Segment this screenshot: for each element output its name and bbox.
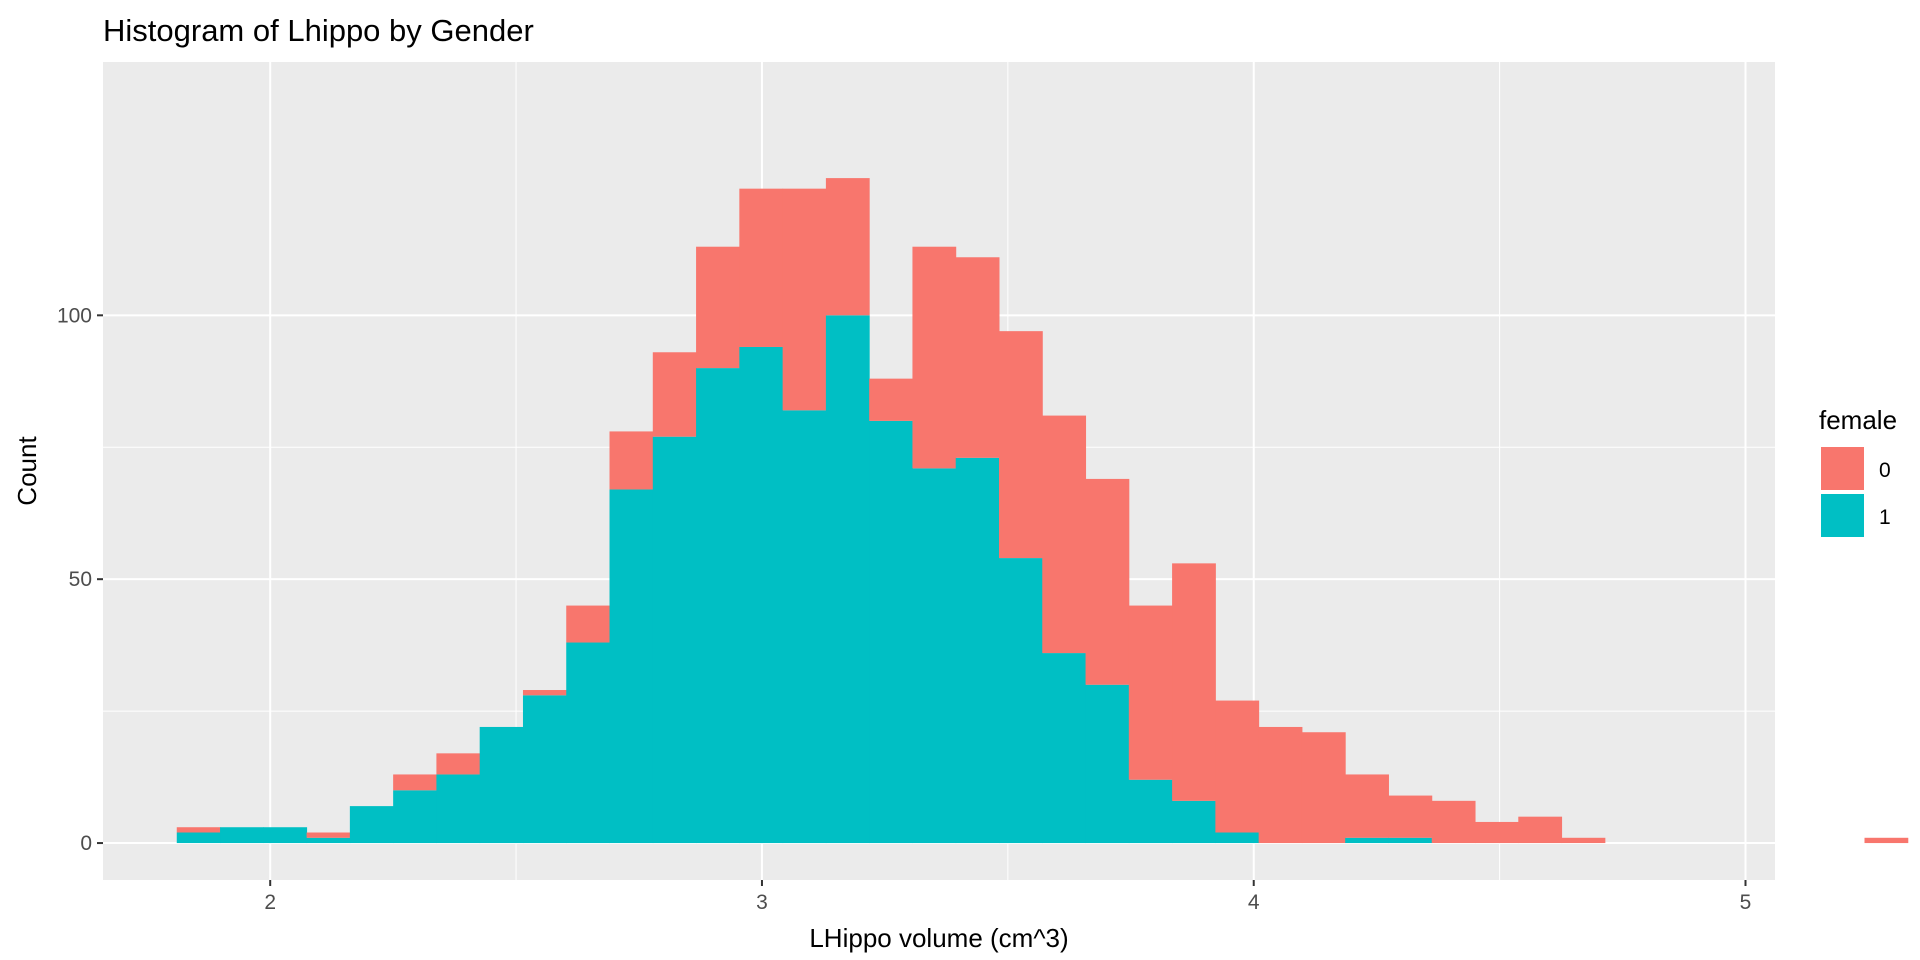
bar-female-1 xyxy=(825,315,870,844)
bar-female-0 xyxy=(566,605,611,643)
bar-female-0 xyxy=(696,246,740,369)
bar-female-0 xyxy=(998,331,1043,559)
bar-female-0 xyxy=(1431,800,1476,844)
bar-female-0 xyxy=(1042,415,1087,654)
bar-female-1 xyxy=(739,346,784,844)
bar-female-0 xyxy=(1864,837,1909,844)
legend-label-0: 0 xyxy=(1879,459,1891,482)
x-axis-ticks: 2 3 4 5 xyxy=(264,880,1751,914)
bar-female-1 xyxy=(349,806,394,844)
bar-female-1 xyxy=(998,558,1043,844)
bar-female-0 xyxy=(436,753,481,775)
y-tick-label: 0 xyxy=(80,832,92,855)
bar-female-1 xyxy=(220,827,264,844)
bar-female-0 xyxy=(912,246,957,469)
bar-female-0 xyxy=(739,188,784,347)
legend-key-0 xyxy=(1821,447,1864,490)
bar-female-0 xyxy=(1085,478,1130,685)
legend: female 0 1 xyxy=(1819,405,1897,537)
bar-female-1 xyxy=(566,642,611,844)
bar-female-1 xyxy=(1042,653,1087,844)
x-tick-label: 4 xyxy=(1248,891,1260,914)
bar-female-0 xyxy=(1172,563,1216,801)
bar-female-0 xyxy=(306,832,351,838)
bar-female-0 xyxy=(1518,816,1563,844)
y-tick-label: 100 xyxy=(57,304,92,327)
bar-female-1 xyxy=(609,489,654,844)
bar-female-0 xyxy=(1301,732,1346,844)
bar-female-0 xyxy=(1561,837,1606,844)
x-tick-label: 5 xyxy=(1740,891,1752,914)
bar-female-0 xyxy=(176,827,221,833)
bar-female-0 xyxy=(1345,774,1389,838)
bar-female-0 xyxy=(1388,795,1433,838)
bar-female-0 xyxy=(1128,605,1173,780)
bar-female-0 xyxy=(782,188,827,411)
bar-female-1 xyxy=(1085,684,1130,844)
legend-key-1 xyxy=(1821,494,1864,537)
x-tick-label: 2 xyxy=(264,891,276,914)
bar-female-0 xyxy=(522,690,567,696)
bar-female-1 xyxy=(955,457,1000,844)
y-axis-title: Count xyxy=(12,436,42,506)
bar-female-0 xyxy=(825,178,870,316)
bar-female-1 xyxy=(1128,779,1173,844)
bar-female-0 xyxy=(609,431,654,490)
bar-female-1 xyxy=(306,837,351,844)
legend-label-1: 1 xyxy=(1879,506,1891,529)
y-tick-label: 50 xyxy=(69,568,92,591)
bar-female-1 xyxy=(479,726,524,844)
bar-female-0 xyxy=(1258,726,1303,844)
bar-female-1 xyxy=(1345,837,1389,844)
x-tick-label: 3 xyxy=(756,891,768,914)
bar-female-0 xyxy=(1475,821,1519,844)
bar-female-0 xyxy=(869,378,913,421)
bar-female-1 xyxy=(522,695,567,844)
chart-title: Histogram of Lhippo by Gender xyxy=(103,13,534,48)
bar-female-1 xyxy=(782,410,827,844)
bar-female-0 xyxy=(393,774,437,791)
bar-female-1 xyxy=(436,774,481,844)
bar-female-1 xyxy=(176,832,221,844)
bar-female-1 xyxy=(869,420,913,844)
bar-female-1 xyxy=(1388,837,1433,844)
bar-female-0 xyxy=(955,257,1000,458)
x-axis-title: LHippo volume (cm^3) xyxy=(809,923,1068,953)
bar-female-0 xyxy=(652,352,697,437)
histogram-bars xyxy=(176,178,1909,844)
bar-female-1 xyxy=(912,468,957,844)
bar-female-1 xyxy=(1215,832,1260,844)
legend-title: female xyxy=(1819,405,1897,435)
bar-female-1 xyxy=(263,827,308,844)
bar-female-1 xyxy=(652,436,697,844)
bar-female-1 xyxy=(1172,800,1216,844)
y-axis-ticks: 0 50 100 xyxy=(57,304,103,855)
bar-female-1 xyxy=(393,790,437,844)
bar-female-0 xyxy=(1215,700,1260,833)
bar-female-1 xyxy=(696,368,740,844)
